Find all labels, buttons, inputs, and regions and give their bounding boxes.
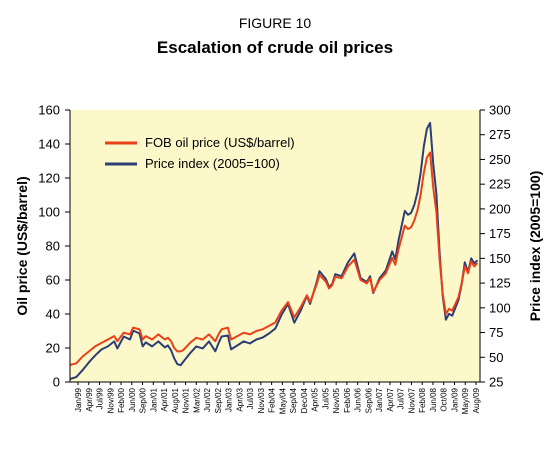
x-tick-label: Jul/99 (96, 387, 105, 409)
x-tick-label: Aug/01 (171, 387, 180, 413)
y-tick-label: 140 (38, 137, 60, 152)
y-tick-label: 100 (38, 205, 60, 220)
x-tick-label: Jun/06 (354, 387, 363, 412)
x-tick-label: Jan/99 (74, 387, 83, 412)
y2-tick-label: 75 (489, 325, 503, 340)
x-tick-label: Apr/07 (386, 387, 395, 411)
figure-label: FIGURE 10 (238, 15, 312, 31)
y2-tick-label: 200 (489, 201, 511, 216)
legend-label-oil-price: FOB oil price (US$/barrel) (145, 135, 295, 150)
y2-tick-label: 300 (489, 103, 511, 118)
x-tick-label: Sep/06 (364, 387, 373, 413)
x-tick-label: Mar/02 (192, 387, 201, 412)
x-tick-label: Sep/02 (214, 387, 223, 413)
y-tick-label: 40 (46, 307, 60, 322)
y2-tick-label: 100 (489, 300, 511, 315)
x-tick-label: Feb/00 (117, 387, 126, 412)
x-tick-label: Nov/01 (182, 387, 191, 413)
x-tick-label: Jun/02 (203, 387, 212, 412)
series-line-oil-price (69, 151, 479, 366)
x-tick-label: Jan/07 (375, 387, 384, 412)
x-tick-label: Jul/07 (397, 387, 406, 409)
y-tick-label: 80 (46, 239, 60, 254)
y-tick-label: 120 (38, 171, 60, 186)
x-tick-label: Jan/03 (225, 387, 234, 412)
y2-tick-label: 25 (489, 375, 503, 390)
y2-tick-label: 125 (489, 276, 511, 291)
y-tick-label: 160 (38, 103, 60, 118)
x-tick-label: Jan/09 (451, 387, 460, 412)
y2-axis-label: Price index (2005=100) (527, 171, 543, 322)
y-tick-label: 20 (46, 341, 60, 356)
x-tick-label: Nov/07 (408, 387, 417, 413)
plot-area (70, 110, 480, 382)
x-tick-label: Nov/99 (106, 387, 115, 413)
x-tick-label: Apr/01 (160, 387, 169, 411)
x-tick-label: May/04 (278, 387, 287, 414)
x-tick-label: Dec/04 (300, 387, 309, 413)
legend: FOB oil price (US$/barrel) Price index (… (105, 135, 295, 171)
x-tick-label: May/09 (461, 387, 470, 414)
x-tick-label: Apr/03 (235, 387, 244, 411)
x-tick-label: Nov/03 (257, 387, 266, 413)
x-tick-label: Apr/99 (85, 387, 94, 411)
y2-tick-label: 225 (489, 177, 511, 192)
chart-title: Escalation of crude oil prices (156, 38, 394, 57)
x-tick-label: Feb/08 (418, 387, 427, 412)
y-tick-label: 0 (53, 375, 60, 390)
legend-label-price-index: Price index (2005=100) (145, 156, 280, 171)
y-tick-label: 60 (46, 273, 60, 288)
x-tick-label: Sep/00 (139, 387, 148, 413)
y2-tick-label: 275 (489, 127, 511, 142)
x-tick-label: Nov/05 (332, 387, 341, 413)
x-tick-label: Sep/04 (289, 387, 298, 413)
x-tick-label: Aug/09 (472, 387, 481, 413)
y2-tick-label: 50 (489, 350, 503, 365)
x-tick-label: Jul/03 (246, 387, 255, 409)
x-tick-label: Feb/06 (343, 387, 352, 412)
x-tick-label: Feb/04 (268, 387, 277, 412)
y2-tick-label: 175 (489, 226, 511, 241)
x-tick-label: Jun/00 (128, 387, 137, 412)
y-axis-label: Oil price (US$/barrel) (14, 176, 30, 315)
y2-tick-label: 250 (489, 152, 511, 167)
x-tick-label: Jun/08 (429, 387, 438, 412)
x-tick-label: Apr/05 (311, 387, 320, 411)
x-tick-label: Jan/01 (149, 387, 158, 412)
x-tick-label: Oct/08 (440, 387, 449, 411)
y2-tick-label: 150 (489, 251, 511, 266)
x-tick-label: Jul/05 (321, 387, 330, 409)
